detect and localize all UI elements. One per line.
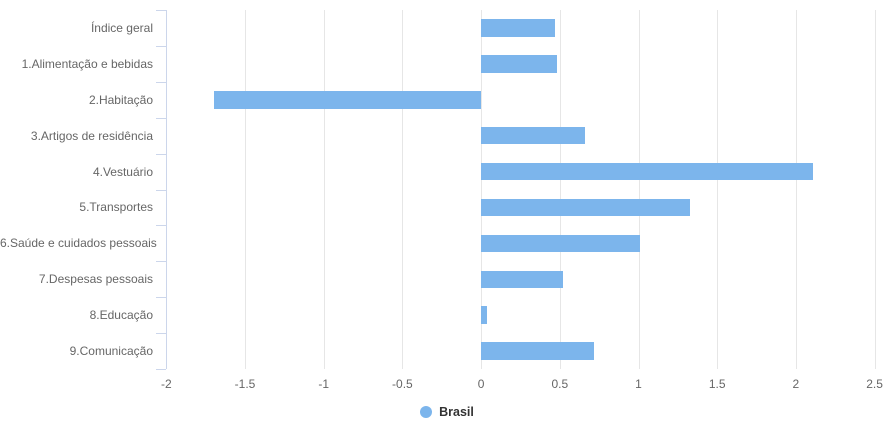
category-axis-tick	[156, 261, 167, 263]
bar-brasil[interactable]	[481, 234, 641, 253]
bar-brasil[interactable]	[481, 55, 557, 73]
x-tick-label: 0	[477, 377, 485, 391]
bar-brasil[interactable]	[481, 162, 814, 181]
category-axis-tick	[156, 369, 167, 370]
category-label: 6.Saúde e cuidados pessoais	[0, 236, 157, 251]
category-axis-tick	[156, 297, 167, 299]
bar-brasil[interactable]	[481, 19, 556, 37]
legend-marker-icon	[420, 406, 433, 418]
x-tick-label: 0.5	[551, 377, 569, 391]
bar-brasil[interactable]	[481, 342, 595, 360]
bar-brasil[interactable]	[481, 198, 691, 217]
category-label: 5.Transportes	[79, 200, 153, 215]
x-tick-label: -0.5	[392, 377, 413, 391]
category-label: 1.Alimentação e bebidas	[21, 56, 153, 71]
x-tick-label: -1	[318, 377, 330, 391]
x-gridline	[874, 10, 876, 369]
category-label: 9.Comunicação	[69, 344, 153, 359]
legend-label: Brasil	[439, 405, 474, 419]
bar-brasil[interactable]	[213, 91, 482, 109]
x-gridline	[795, 10, 797, 369]
category-axis-tick	[156, 333, 167, 335]
x-tick-label: -2	[160, 377, 172, 391]
category-label: 8.Educação	[89, 308, 153, 323]
x-gridline	[323, 10, 325, 369]
x-gridline	[402, 10, 404, 369]
category-axis-tick	[156, 225, 167, 227]
category-axis-tick	[156, 117, 167, 119]
x-tick-label: 2.5	[866, 377, 883, 391]
category-axis-tick	[156, 153, 167, 155]
x-gridline	[481, 10, 483, 369]
x-tick-label: -1.5	[234, 377, 256, 391]
category-label: 4.Vestuário	[92, 164, 153, 179]
x-gridline	[638, 10, 640, 369]
category-axis-tick	[156, 81, 167, 83]
bar-brasil[interactable]	[481, 126, 585, 145]
category-label: 7.Despesas pessoais	[38, 272, 153, 287]
category-label: 3.Artigos de residência	[30, 128, 153, 143]
bar-brasil[interactable]	[481, 270, 563, 288]
x-gridline	[717, 10, 719, 369]
x-gridline	[559, 10, 561, 369]
x-tick-label: 1	[635, 377, 642, 391]
x-tick-label: 1.5	[708, 377, 726, 391]
x-gridline	[245, 10, 246, 369]
category-axis-tick	[156, 45, 167, 47]
category-axis-tick	[156, 10, 167, 11]
category-label: 2.Habitação	[88, 92, 153, 107]
x-tick-label: 2	[792, 377, 800, 391]
bar-brasil[interactable]	[481, 306, 488, 324]
category-axis-tick	[156, 189, 167, 191]
legend-item-brasil[interactable]: Brasil	[0, 405, 894, 419]
category-axis-line	[166, 10, 168, 369]
category-label: Índice geral	[90, 20, 153, 35]
